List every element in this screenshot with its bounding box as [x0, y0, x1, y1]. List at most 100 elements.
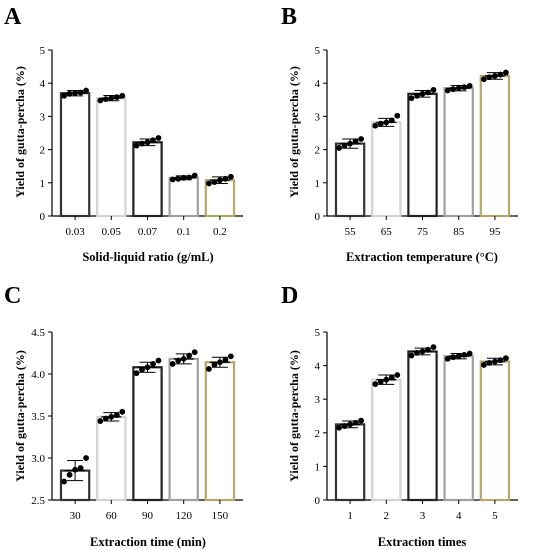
- x-axis-label-a: Solid-liquid ratio (g/mL): [82, 250, 213, 264]
- data-point-a: [228, 173, 234, 180]
- data-point-a: [169, 176, 176, 183]
- data-point-a: [113, 94, 120, 101]
- panel-letter-d: D: [281, 283, 298, 309]
- x-tick-label-a: 0.07: [138, 226, 158, 238]
- data-point-d: [455, 353, 462, 360]
- data-point-b: [347, 140, 353, 147]
- x-tick-label-d: 2: [384, 510, 390, 522]
- data-point-c: [139, 366, 145, 373]
- x-tick-label-b: 55: [345, 226, 357, 238]
- data-point-b: [383, 119, 390, 126]
- y-tick-label-c: 3.0: [31, 453, 45, 465]
- bar-a: [59, 92, 91, 218]
- y-tick-label-d: 5: [315, 327, 321, 339]
- y-tick-label-a: 1: [40, 178, 46, 190]
- data-point-a: [133, 142, 140, 149]
- data-point-b: [414, 92, 420, 99]
- data-point-b: [486, 74, 493, 81]
- data-point-a: [83, 87, 89, 94]
- bar-a: [168, 176, 199, 218]
- x-tick-label-d: 3: [420, 510, 426, 522]
- bar-b: [407, 92, 438, 218]
- bar-c: [168, 357, 199, 502]
- panel-d: D Yield of gutta-percha (%) Extraction t…: [281, 283, 518, 549]
- x-tick-label-b: 65: [381, 226, 393, 238]
- data-point-c: [72, 466, 78, 473]
- data-point-b: [461, 84, 468, 91]
- data-point-c: [211, 361, 218, 368]
- y-axis-label-b: Yield of gutta-percha (%): [287, 66, 301, 198]
- plot-area-a: 0 1 2 3 4 5 0.03 0.05 0.07 0.1 0.2: [40, 45, 243, 238]
- data-point-c: [144, 364, 151, 371]
- x-tick-label-a: 0.1: [177, 226, 191, 238]
- data-point-d: [486, 360, 493, 366]
- x-tick-label-a: 0.03: [65, 226, 85, 238]
- data-point-c: [113, 412, 120, 419]
- data-point-d: [503, 355, 509, 362]
- data-point-d: [450, 354, 457, 361]
- x-tick-label-c: 90: [142, 510, 154, 522]
- x-tick-label-c: 150: [212, 510, 229, 522]
- data-point-b: [455, 85, 462, 92]
- data-point-b: [388, 117, 395, 124]
- data-point-c: [169, 361, 176, 367]
- data-point-a: [66, 90, 73, 97]
- data-point-a: [211, 179, 218, 186]
- data-point-b: [352, 138, 359, 145]
- data-point-b: [425, 89, 431, 96]
- data-point-a: [150, 137, 156, 144]
- data-point-a: [206, 180, 212, 187]
- data-point-c: [66, 471, 73, 478]
- data-point-c: [222, 356, 229, 363]
- bar-b: [334, 142, 366, 218]
- data-point-d: [414, 349, 420, 356]
- y-axis-label-a: Yield of gutta-percha (%): [13, 66, 27, 198]
- y-tick-label-b: 5: [315, 45, 321, 57]
- x-axis-label-b: Extraction temperature (°C): [346, 250, 498, 264]
- data-point-c: [228, 353, 234, 360]
- data-point-c: [108, 413, 115, 420]
- data-point-b: [341, 142, 348, 149]
- data-point-c: [77, 465, 84, 471]
- y-tick-label-d: 2: [315, 428, 321, 440]
- x-tick-label-a: 0.05: [102, 226, 122, 238]
- data-point-c: [119, 408, 126, 415]
- data-point-a: [175, 175, 182, 182]
- data-point-b: [481, 76, 487, 83]
- bar-a: [96, 97, 127, 218]
- data-point-a: [119, 92, 126, 99]
- data-point-c: [191, 349, 198, 356]
- x-tick-label-c: 120: [175, 510, 192, 522]
- panel-letter-b: B: [281, 4, 297, 30]
- y-tick-label-b: 3: [315, 111, 321, 123]
- x-tick-label-b: 85: [453, 226, 465, 238]
- bar-d: [407, 350, 438, 502]
- data-point-d: [430, 344, 437, 351]
- data-point-a: [97, 97, 104, 104]
- data-point-a: [108, 95, 115, 102]
- data-point-d: [408, 352, 415, 359]
- y-tick-label-c: 4.5: [31, 327, 45, 339]
- y-tick-label-b: 4: [315, 78, 321, 90]
- data-point-d: [388, 374, 395, 381]
- y-tick-label-d: 0: [315, 495, 321, 507]
- bar-b: [371, 121, 402, 218]
- data-point-d: [466, 350, 473, 357]
- data-point-d: [444, 355, 451, 362]
- data-point-c: [180, 355, 187, 362]
- y-tick-label-a: 4: [40, 78, 46, 90]
- data-point-a: [144, 139, 151, 146]
- data-point-a: [61, 92, 67, 99]
- data-point-a: [77, 89, 84, 96]
- y-tick-label-c: 3.5: [31, 411, 45, 423]
- data-point-c: [206, 366, 212, 372]
- panel-b: B Yield of gutta-percha (%) Extraction t…: [281, 4, 518, 264]
- data-point-c: [102, 415, 109, 422]
- data-point-a: [222, 175, 229, 182]
- y-tick-label-d: 1: [315, 461, 321, 473]
- data-point-d: [336, 424, 342, 431]
- bar-c: [204, 361, 236, 502]
- plot-area-c: 2.5 3.0 3.5 4.0 4.5 30 60 90 120 150: [31, 327, 243, 522]
